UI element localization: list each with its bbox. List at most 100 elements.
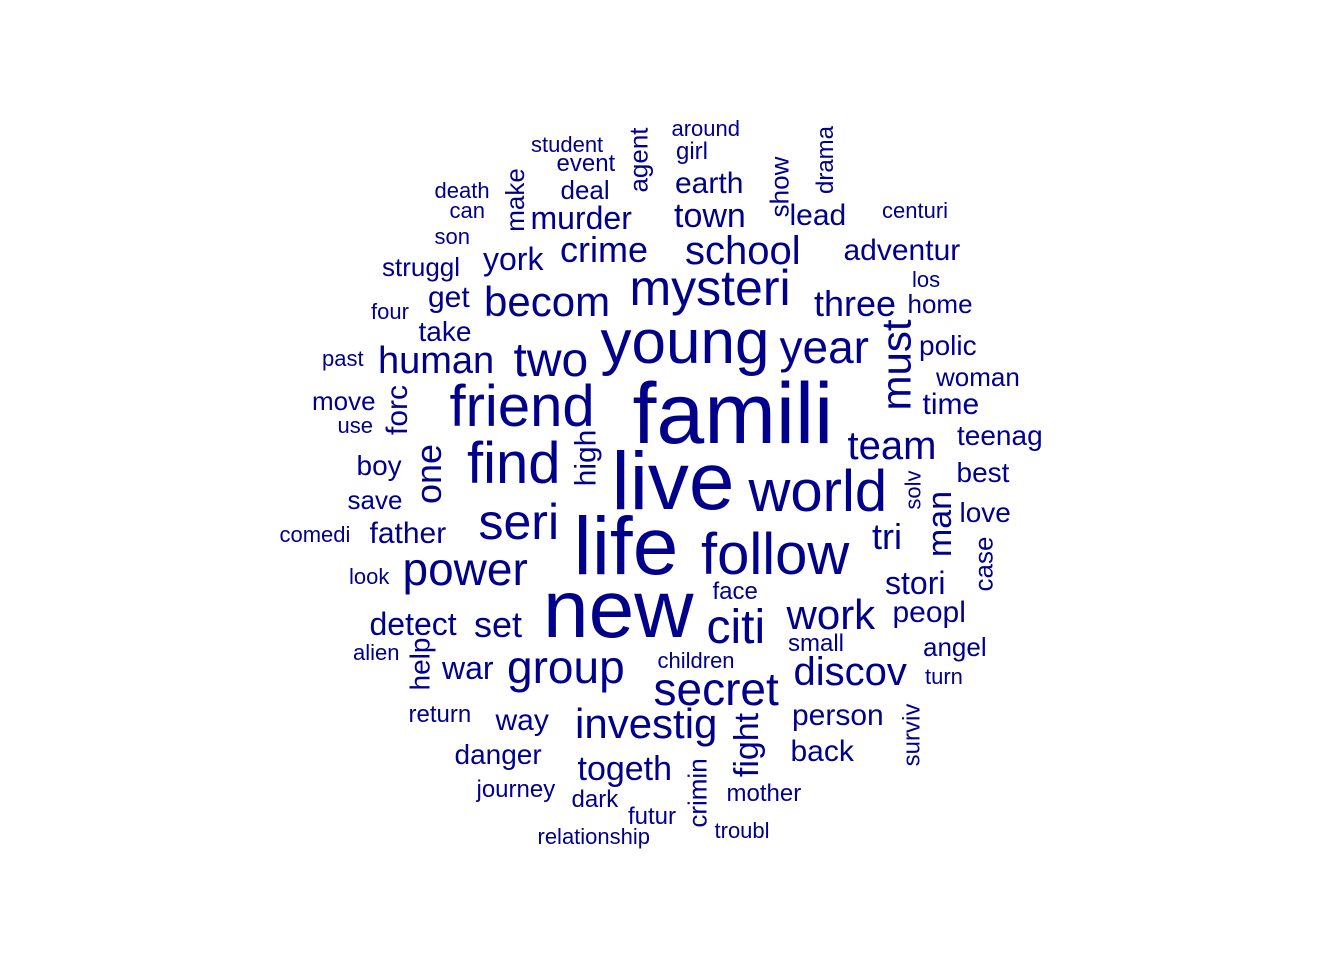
word-person: person <box>792 699 884 733</box>
word-angel: angel <box>923 631 987 662</box>
word-get: get <box>428 281 470 315</box>
word-death: death <box>434 178 490 204</box>
word-two: two <box>513 333 589 387</box>
word-year: year <box>779 321 869 374</box>
word-love: love <box>959 496 1011 528</box>
word-father: father <box>369 517 447 551</box>
word-discov: discov <box>793 649 907 694</box>
word-lead: lead <box>789 199 847 233</box>
word-town: town <box>674 196 746 235</box>
word-life: life <box>573 501 679 593</box>
word-comedi: comedi <box>279 522 351 548</box>
word-journey: journey <box>476 776 556 804</box>
word-make: make <box>499 168 530 232</box>
word-mother: mother <box>726 780 802 808</box>
word-look: look <box>349 564 390 590</box>
word-young: young <box>600 307 770 377</box>
word-teenag: teenag <box>957 419 1043 451</box>
word-stori: stori <box>885 565 946 602</box>
word-dark: dark <box>571 786 619 814</box>
word-take: take <box>418 315 472 347</box>
word-human: human <box>378 340 495 383</box>
word-friend: friend <box>449 374 595 440</box>
word-surviv: surviv <box>897 703 925 767</box>
word-case: case <box>967 536 998 592</box>
word-three: three <box>814 283 897 325</box>
word-around: around <box>671 116 741 142</box>
word-crimin: crimin <box>682 758 713 828</box>
word-face: face <box>712 578 758 606</box>
word-boy: boy <box>356 449 402 481</box>
word-home: home <box>907 288 973 319</box>
word-detect: detect <box>369 606 457 643</box>
word-relationship: relationship <box>537 824 651 850</box>
word-struggl: struggl <box>382 251 461 282</box>
word-must: must <box>872 319 920 411</box>
word-crime: crime <box>560 229 648 271</box>
word-centuri: centuri <box>882 198 949 224</box>
word-forc: forc <box>381 384 415 436</box>
word-war: war <box>442 650 494 687</box>
word-famili: famili <box>632 366 834 463</box>
word-los: los <box>912 267 941 293</box>
word-high: high <box>568 429 602 487</box>
word-son: son <box>434 224 470 250</box>
word-can: can <box>449 198 485 224</box>
word-woman: woman <box>936 361 1020 392</box>
word-man: man <box>921 490 960 558</box>
word-citi: citi <box>706 600 766 654</box>
word-becom: becom <box>484 277 611 325</box>
word-agent: agent <box>623 127 654 193</box>
word-power: power <box>402 543 528 596</box>
word-adventur: adventur <box>843 234 961 268</box>
word-alien: alien <box>353 640 400 666</box>
word-help: help <box>403 637 435 691</box>
word-event: event <box>556 150 616 178</box>
word-show: show <box>763 156 794 218</box>
word-set: set <box>474 604 523 646</box>
word-way: way <box>495 704 549 738</box>
word-york: york <box>483 241 544 278</box>
word-return: return <box>408 701 472 729</box>
word-drama: drama <box>812 125 840 195</box>
word-four: four <box>371 299 409 325</box>
word-team: team <box>847 423 937 468</box>
word-time: time <box>922 388 980 422</box>
word-save: save <box>347 484 403 515</box>
word-group: group <box>507 641 625 694</box>
word-polic: polic <box>919 329 977 361</box>
word-move: move <box>312 385 376 416</box>
word-one: one <box>408 443 450 505</box>
word-follow: follow <box>701 522 850 588</box>
word-fight: fight <box>728 712 767 778</box>
word-best: best <box>956 456 1010 488</box>
word-back: back <box>790 735 854 769</box>
word-use: use <box>337 413 373 439</box>
word-murder: murder <box>530 200 632 237</box>
word-find: find <box>467 431 561 497</box>
word-investig: investig <box>575 699 718 747</box>
word-live: live <box>611 436 735 528</box>
word-school: school <box>685 228 801 273</box>
word-danger: danger <box>454 738 542 770</box>
word-world: world <box>748 459 888 525</box>
word-tri: tri <box>872 516 902 558</box>
word-new: new <box>543 564 694 656</box>
word-togeth: togeth <box>577 749 673 788</box>
word-peopl: peopl <box>892 596 966 630</box>
word-seri: seri <box>478 494 560 550</box>
word-secret: secret <box>653 663 779 716</box>
word-small: small <box>788 630 845 658</box>
word-futur: futur <box>628 803 677 831</box>
word-earth: earth <box>675 167 744 201</box>
word-past: past <box>322 346 364 372</box>
word-turn: turn <box>925 664 963 690</box>
word-solv: solv <box>900 470 926 510</box>
word-girl: girl <box>676 138 709 166</box>
word-student: student <box>531 132 604 158</box>
word-mysteri: mysteri <box>629 260 791 316</box>
word-work: work <box>786 590 876 638</box>
word-children: children <box>657 648 735 674</box>
word-troubl: troubl <box>714 818 770 844</box>
